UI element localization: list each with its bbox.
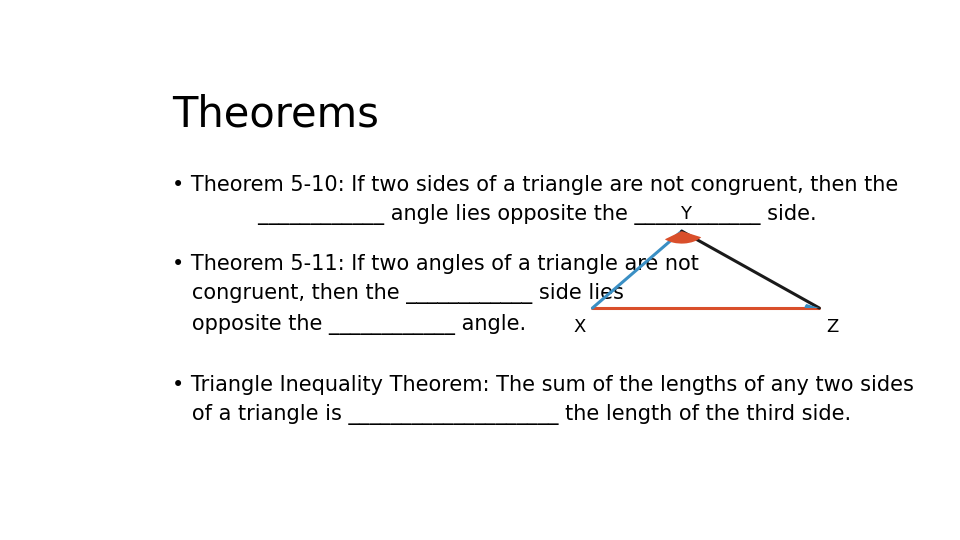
Wedge shape <box>665 231 701 244</box>
Text: congruent, then the ____________ side lies: congruent, then the ____________ side li… <box>172 283 624 304</box>
Text: X: X <box>574 319 586 336</box>
Text: • Theorem 5-10: If two sides of a triangle are not congruent, then the: • Theorem 5-10: If two sides of a triang… <box>172 175 899 195</box>
Text: • Triangle Inequality Theorem: The sum of the lengths of any two sides: • Triangle Inequality Theorem: The sum o… <box>172 375 914 395</box>
Text: ____________ angle lies opposite the ____________ side.: ____________ angle lies opposite the ___… <box>172 204 817 225</box>
Text: opposite the ____________ angle.: opposite the ____________ angle. <box>172 314 526 335</box>
Text: Z: Z <box>826 319 838 336</box>
Text: Y: Y <box>680 205 691 223</box>
Wedge shape <box>804 304 820 308</box>
Text: • Theorem 5-11: If two angles of a triangle are not: • Theorem 5-11: If two angles of a trian… <box>172 254 699 274</box>
Text: Theorems: Theorems <box>172 94 379 136</box>
Text: of a triangle is ____________________ the length of the third side.: of a triangle is ____________________ th… <box>172 404 852 424</box>
